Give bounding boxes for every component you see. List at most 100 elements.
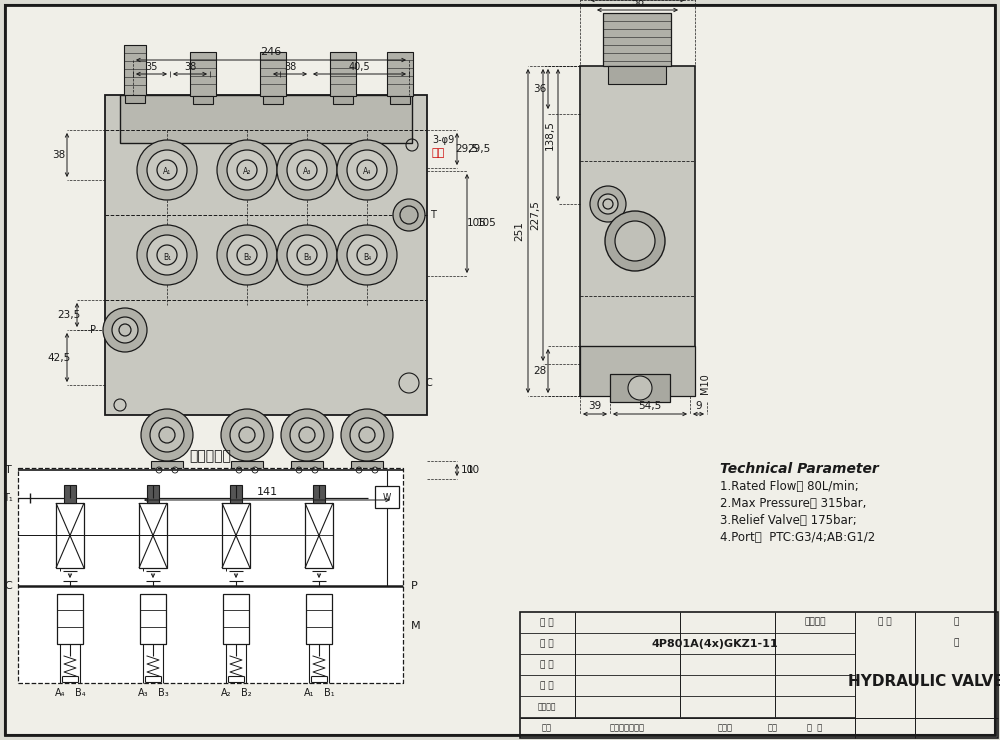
Circle shape — [628, 376, 652, 400]
Text: T: T — [5, 465, 11, 475]
Circle shape — [290, 418, 324, 452]
Bar — [151, 461, 183, 479]
Text: C: C — [4, 581, 12, 591]
Text: 4P801A(4x)GKZ1-11: 4P801A(4x)GKZ1-11 — [652, 639, 778, 649]
Text: 38: 38 — [184, 62, 196, 72]
Text: B₃: B₃ — [303, 252, 311, 261]
Bar — [223, 594, 249, 644]
Bar — [580, 346, 695, 396]
Bar — [390, 96, 410, 104]
Bar — [193, 96, 213, 104]
Circle shape — [103, 308, 147, 352]
Text: A₄: A₄ — [363, 167, 371, 177]
Circle shape — [605, 211, 665, 271]
Text: 227,5: 227,5 — [530, 200, 540, 230]
Text: B₄: B₄ — [363, 252, 371, 261]
Text: 通孔: 通孔 — [432, 148, 445, 158]
Text: 10: 10 — [467, 465, 480, 475]
Bar — [64, 485, 76, 503]
Text: 1.Rated Flow： 80L/min;: 1.Rated Flow： 80L/min; — [720, 480, 859, 493]
Circle shape — [615, 221, 655, 261]
Bar — [375, 486, 399, 508]
Bar — [260, 52, 286, 96]
Bar — [190, 52, 216, 96]
Circle shape — [347, 235, 387, 275]
Bar — [124, 45, 146, 95]
Bar — [306, 594, 332, 644]
Text: B₄: B₄ — [75, 688, 85, 698]
Text: P: P — [411, 581, 418, 591]
Text: 246: 246 — [260, 47, 282, 57]
Text: 10: 10 — [460, 465, 474, 475]
Text: B₂: B₂ — [243, 252, 251, 261]
Circle shape — [341, 409, 393, 461]
Circle shape — [217, 225, 277, 285]
Bar — [222, 503, 250, 568]
Bar — [147, 485, 159, 503]
Bar — [140, 594, 166, 644]
Circle shape — [393, 199, 425, 231]
Circle shape — [137, 225, 197, 285]
Circle shape — [147, 235, 187, 275]
Bar — [291, 461, 323, 479]
Text: W: W — [383, 493, 391, 502]
Bar — [608, 66, 666, 84]
Text: 图样标记: 图样标记 — [804, 617, 826, 627]
Text: 9: 9 — [695, 401, 702, 411]
Text: 描 图: 描 图 — [540, 661, 554, 670]
Bar — [387, 52, 413, 96]
Text: 105: 105 — [467, 218, 487, 229]
Text: A₂: A₂ — [221, 688, 231, 698]
Circle shape — [598, 194, 618, 214]
Circle shape — [112, 317, 138, 343]
Text: 第: 第 — [953, 639, 959, 648]
Bar — [18, 468, 403, 683]
Circle shape — [227, 150, 267, 190]
Circle shape — [590, 186, 626, 222]
Circle shape — [337, 225, 397, 285]
Text: A₄: A₄ — [55, 688, 65, 698]
Circle shape — [141, 409, 193, 461]
Text: T₁: T₁ — [3, 493, 13, 503]
Circle shape — [221, 409, 273, 461]
Text: 更改内容或依据: 更改内容或依据 — [610, 724, 644, 733]
Bar — [263, 96, 283, 104]
Text: M: M — [411, 621, 421, 631]
Text: C: C — [426, 378, 432, 388]
Circle shape — [350, 418, 384, 452]
Bar — [125, 95, 145, 103]
Text: 标记: 标记 — [542, 724, 552, 733]
Text: 28: 28 — [533, 366, 547, 376]
Bar — [330, 52, 356, 96]
Bar — [120, 95, 412, 143]
Text: A₂: A₂ — [243, 167, 251, 177]
Text: 105: 105 — [477, 218, 497, 229]
Text: 审  核: 审 核 — [807, 724, 823, 733]
Text: 重 量: 重 量 — [878, 617, 892, 627]
Text: 2.Max Pressure： 315bar,: 2.Max Pressure： 315bar, — [720, 497, 866, 510]
Text: 更改人: 更改人 — [718, 724, 732, 733]
Bar — [231, 461, 263, 479]
Text: 设 计: 设 计 — [540, 619, 554, 628]
Circle shape — [137, 140, 197, 200]
Circle shape — [277, 140, 337, 200]
Circle shape — [230, 418, 264, 452]
Text: 36: 36 — [533, 84, 547, 94]
Text: 29,5: 29,5 — [467, 144, 490, 154]
Circle shape — [281, 409, 333, 461]
Bar — [230, 485, 242, 503]
Text: Technical Parameter: Technical Parameter — [720, 462, 879, 476]
Text: T: T — [430, 210, 436, 220]
Text: 141: 141 — [256, 487, 278, 497]
Circle shape — [287, 235, 327, 275]
Text: A₃: A₃ — [303, 167, 311, 177]
Text: 42,5: 42,5 — [47, 352, 71, 363]
Bar — [105, 95, 427, 415]
Circle shape — [150, 418, 184, 452]
Text: HYDRAULIC VALVE: HYDRAULIC VALVE — [848, 674, 1000, 690]
Text: A₃: A₃ — [138, 688, 148, 698]
Text: 38: 38 — [52, 150, 66, 160]
Text: B₃: B₃ — [158, 688, 168, 698]
Circle shape — [217, 140, 277, 200]
Text: B₁: B₁ — [324, 688, 334, 698]
